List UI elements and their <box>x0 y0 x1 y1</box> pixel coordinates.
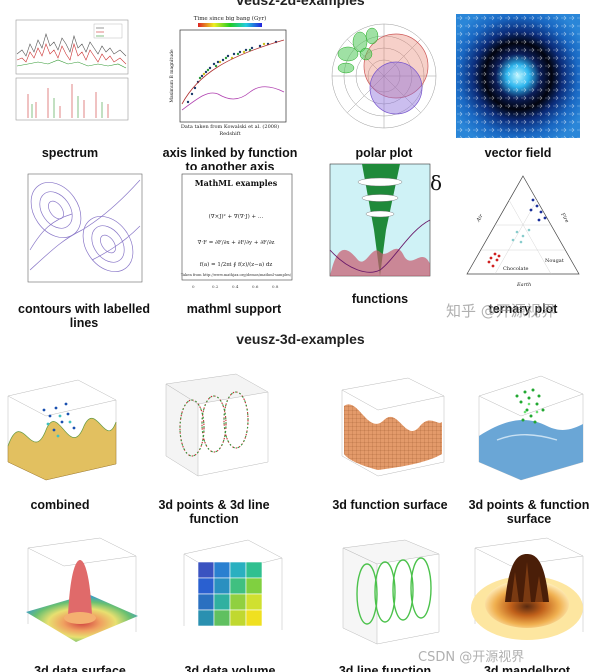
spectrum-thumbnail <box>8 14 132 138</box>
gallery-label: 3d mandelbrot <box>483 664 571 672</box>
vector-field-thumbnail <box>456 14 580 138</box>
gallery-item-functions[interactable]: δ functions <box>305 160 455 306</box>
csdn-watermark: CSDN @开源视界 <box>418 650 525 665</box>
3d-points-line-thumbnail <box>152 366 276 490</box>
gallery-item-vector-field[interactable]: vector field <box>443 14 593 160</box>
gallery-item-combined[interactable]: combined <box>0 366 135 512</box>
ternary-label-earth: Earth <box>516 282 531 288</box>
3d-points-surface-thumbnail <box>467 366 591 490</box>
gallery-item-3d-points-surface[interactable]: 3d points & function surface <box>454 366 601 526</box>
zhihu-watermark: 知乎 @开源视界 <box>446 302 556 320</box>
thumb-ylabel: Maximum B magnitude <box>169 49 175 103</box>
gallery-item-mathml[interactable]: MathML examples (∇×J)² + ∇(∇·J) + … ∇·F … <box>159 170 309 316</box>
gallery-label: combined <box>30 498 90 512</box>
gallery-item-axis-linked[interactable]: Time since big bang (Gyr) <box>155 14 305 174</box>
3d-function-surface-thumbnail <box>328 366 452 490</box>
polar-plot-thumbnail <box>322 14 446 138</box>
gallery-item-3d-points-line[interactable]: 3d points & 3d line function <box>139 366 289 526</box>
ternary-label-chocolate: Chocolate <box>503 266 528 272</box>
svg-text:0.6: 0.6 <box>252 284 259 289</box>
gallery-label: polar plot <box>355 146 413 160</box>
thumb-title: Time since big bang (Gyr) <box>194 15 266 22</box>
gallery-label: mathml support <box>186 302 282 316</box>
combined-thumbnail <box>0 366 122 490</box>
thumb-note: Taken from http://www.mathjax.org/demos/… <box>181 273 292 277</box>
gallery-item-3d-mandelbrot[interactable]: 3d mandelbrot <box>452 532 601 672</box>
axis-linked-thumbnail: Time since big bang (Gyr) <box>168 14 292 138</box>
svg-text:(∇×J)² + ∇(∇·J) + …: (∇×J)² + ∇(∇·J) + … <box>209 213 264 220</box>
gallery-item-3d-data-volume[interactable]: 3d data volume <box>155 532 305 672</box>
gallery-label: contours with labelled lines <box>18 302 150 330</box>
ternary-label-air: Air <box>475 213 485 224</box>
gallery-label: ternary plot <box>488 302 558 316</box>
gallery-label: functions <box>351 292 409 306</box>
gallery-item-ternary[interactable]: Nougat Chocolate Earth Air Fire ternary … <box>448 170 598 316</box>
gallery-item-contours[interactable]: contours with labelled lines <box>9 170 159 330</box>
3d-data-surface-thumbnail <box>18 532 142 656</box>
gallery-label: 3d data volume <box>184 664 276 672</box>
mathml-thumbnail: MathML examples (∇×J)² + ∇(∇·J) + … ∇·F … <box>172 170 296 294</box>
contours-thumbnail <box>22 170 146 294</box>
thumb-xlabel: Redshift <box>219 131 240 137</box>
svg-text:0: 0 <box>192 284 195 289</box>
thumb-note: Data taken from Kowalski et al. (2008) <box>181 123 279 130</box>
ternary-label-fire: Fire <box>559 211 570 224</box>
gallery-label: 3d points & 3d line function <box>158 498 270 526</box>
gallery-item-polar-plot[interactable]: polar plot <box>309 14 459 160</box>
gallery-item-spectrum[interactable]: spectrum <box>0 14 145 160</box>
svg-text:f(a) = 1/2πi ∮ f(z)/(z−a) dz: f(a) = 1/2πi ∮ f(z)/(z−a) dz <box>200 261 273 268</box>
3d-data-volume-thumbnail <box>168 532 292 656</box>
gallery-label: 3d data surface <box>34 664 126 672</box>
gallery-label: 3d points & function surface <box>468 498 590 526</box>
functions-thumbnail: δ <box>318 160 442 284</box>
gallery-label: spectrum <box>41 146 99 160</box>
gallery-item-3d-data-surface[interactable]: 3d data surface <box>5 532 155 672</box>
thumb-title: MathML examples <box>195 178 278 188</box>
gallery-label: vector field <box>484 146 552 160</box>
section-title-2d: veusz-2d-examples <box>236 0 365 8</box>
section-title-3d: veusz-3d-examples <box>236 331 365 347</box>
svg-text:0.8: 0.8 <box>272 284 279 289</box>
svg-text:0.2: 0.2 <box>212 284 219 289</box>
3d-line-function-thumbnail <box>323 532 447 656</box>
svg-text:∇·F = ∂F/∂x + ∂F/∂y + ∂F/∂z: ∇·F = ∂F/∂x + ∂F/∂y + ∂F/∂z <box>198 240 275 246</box>
ternary-thumbnail: Nougat Chocolate Earth Air Fire <box>461 170 585 294</box>
gallery-label: 3d function surface <box>332 498 448 512</box>
3d-mandelbrot-thumbnail <box>465 532 589 656</box>
gallery-item-3d-line-function[interactable]: 3d line function <box>310 532 460 672</box>
gallery-item-3d-function-surface[interactable]: 3d function surface <box>315 366 465 512</box>
thumb-glyph: δ <box>430 171 442 195</box>
gallery-label: 3d line function <box>338 664 432 672</box>
svg-text:0.4: 0.4 <box>232 284 239 289</box>
ternary-label-nougat: Nougat <box>545 258 564 264</box>
